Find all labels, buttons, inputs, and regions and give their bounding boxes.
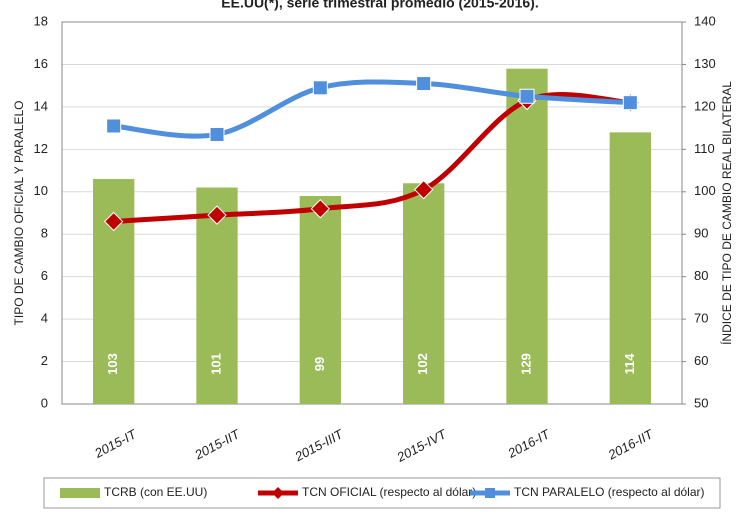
line <box>113 79 631 139</box>
x-tick-label: 2016-IIT <box>605 426 657 463</box>
marker <box>310 199 331 219</box>
y2-tick-label: 130 <box>694 56 716 71</box>
marker <box>519 88 535 104</box>
plot-border <box>61 21 683 405</box>
y2-tick-label: 90 <box>694 226 708 241</box>
bar <box>299 196 341 404</box>
legend-label: TCN PARALELO (respecto al dólar) <box>514 485 705 499</box>
marker <box>413 179 434 200</box>
y-tick-label: 6 <box>41 268 48 283</box>
marker <box>416 76 432 92</box>
x-tick-label: 2015-IIIT <box>291 426 346 465</box>
x-tick-label: 2015-IIT <box>191 426 243 463</box>
x-tick-label: 2016-IT <box>505 426 553 461</box>
x-tick-label: 2015-IVT <box>394 426 450 465</box>
y2-axis-label: ÍNDICE DE TIPO DE CAMBIO REAL BILATERAL <box>719 81 734 345</box>
marker <box>103 211 124 232</box>
marker <box>207 205 227 225</box>
y2-tick-label: 140 <box>694 13 716 28</box>
y-tick-label: 12 <box>34 141 48 156</box>
y2-tick-label: 110 <box>694 141 715 156</box>
y2-tick-label: 50 <box>694 395 708 410</box>
legend-label: TCN OFICIAL (respecto al dólar) <box>302 485 476 499</box>
legend-marker <box>485 488 495 498</box>
marker <box>312 80 328 96</box>
bar <box>403 183 445 404</box>
legend-swatch <box>60 488 100 498</box>
bar-value-label: 103 <box>105 353 120 375</box>
x-tick-label: 2015-IT <box>91 426 139 461</box>
bar-value-label: 129 <box>518 353 533 375</box>
y-tick-label: 4 <box>41 311 48 326</box>
marker <box>106 118 122 134</box>
line <box>113 92 631 224</box>
bar-value-label: 114 <box>622 353 637 375</box>
y2-tick-label: 100 <box>694 183 716 198</box>
legend-box <box>43 477 721 509</box>
chart-title: EE.UU(*), serie trimestral promedio (201… <box>221 0 538 11</box>
bar-value-label: 102 <box>415 353 430 375</box>
marker <box>209 126 225 142</box>
y-tick-label: 10 <box>34 183 48 198</box>
y-tick-label: 14 <box>34 98 48 113</box>
y2-tick-label: 60 <box>694 353 708 368</box>
bar <box>506 68 548 404</box>
y2-tick-label: 120 <box>694 98 716 113</box>
y2-tick-label: 80 <box>694 268 708 283</box>
legend-marker <box>272 487 284 499</box>
marker <box>622 95 638 111</box>
legend-label: TCRB (con EE.UU) <box>104 485 207 499</box>
y-tick-label: 18 <box>34 13 48 28</box>
y2-tick-label: 70 <box>694 311 708 326</box>
bar-value-label: 99 <box>312 357 327 371</box>
y-tick-label: 16 <box>34 56 48 71</box>
bar-value-label: 101 <box>208 353 223 375</box>
y-tick-label: 8 <box>41 226 48 241</box>
bar <box>609 132 651 404</box>
y-axis-label: TIPO DE CAMBIO OFICIAL Y PARALELO <box>12 101 26 326</box>
y-tick-label: 0 <box>41 395 48 410</box>
y-tick-label: 2 <box>41 353 48 368</box>
